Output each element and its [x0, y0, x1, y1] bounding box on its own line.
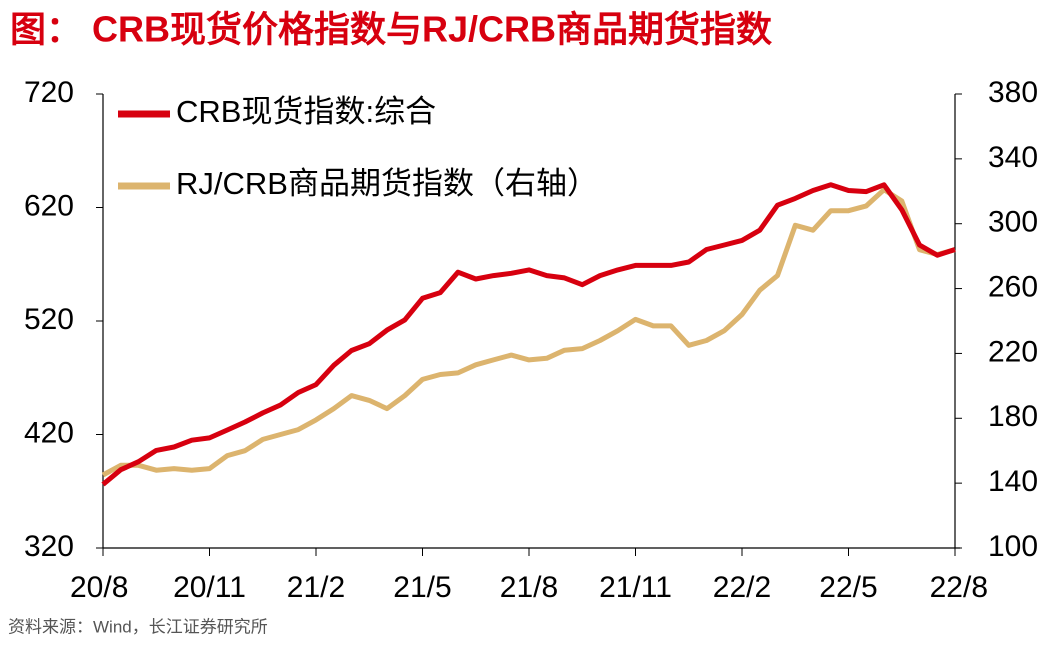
chart-title: 图： CRB现货价格指数与RJ/CRB商品期货指数: [10, 9, 772, 50]
y-tick-label: 320: [24, 530, 74, 563]
legend-label: RJ/CRB商品期货指数（右轴）: [176, 166, 598, 201]
x-tick-label: 22/2: [713, 571, 771, 604]
y2-tick-label: 140: [988, 465, 1038, 498]
x-tick-label: 21/11: [599, 571, 672, 604]
x-tick-label: 20/8: [70, 571, 128, 604]
x-tick-label: 21/5: [393, 571, 451, 604]
data-line: [101, 182, 956, 487]
source-note: 资料来源：Wind，长江证券研究所: [8, 617, 268, 636]
y2-tick-label: 100: [988, 530, 1038, 563]
y-tick-label: 420: [24, 416, 74, 449]
y-tick-label: 520: [24, 303, 74, 336]
legend-label: CRB现货指数:综合: [176, 94, 436, 129]
x-tick-label: 21/8: [500, 571, 558, 604]
y2-tick-label: 220: [988, 335, 1038, 368]
x-tick-label: 22/5: [819, 571, 877, 604]
x-tick-label: 22/8: [930, 571, 988, 604]
y2-tick-label: 380: [988, 76, 1038, 109]
x-tick-label: 20/11: [173, 571, 246, 604]
y2-tick-label: 260: [988, 270, 1038, 303]
y-tick-label: 620: [24, 189, 74, 222]
y2-tick-label: 340: [988, 141, 1038, 174]
y2-tick-label: 180: [988, 400, 1038, 433]
y2-tick-label: 300: [988, 206, 1038, 239]
data-line: [101, 187, 956, 478]
y-tick-label: 720: [24, 76, 74, 109]
x-tick-label: 21/2: [287, 571, 345, 604]
